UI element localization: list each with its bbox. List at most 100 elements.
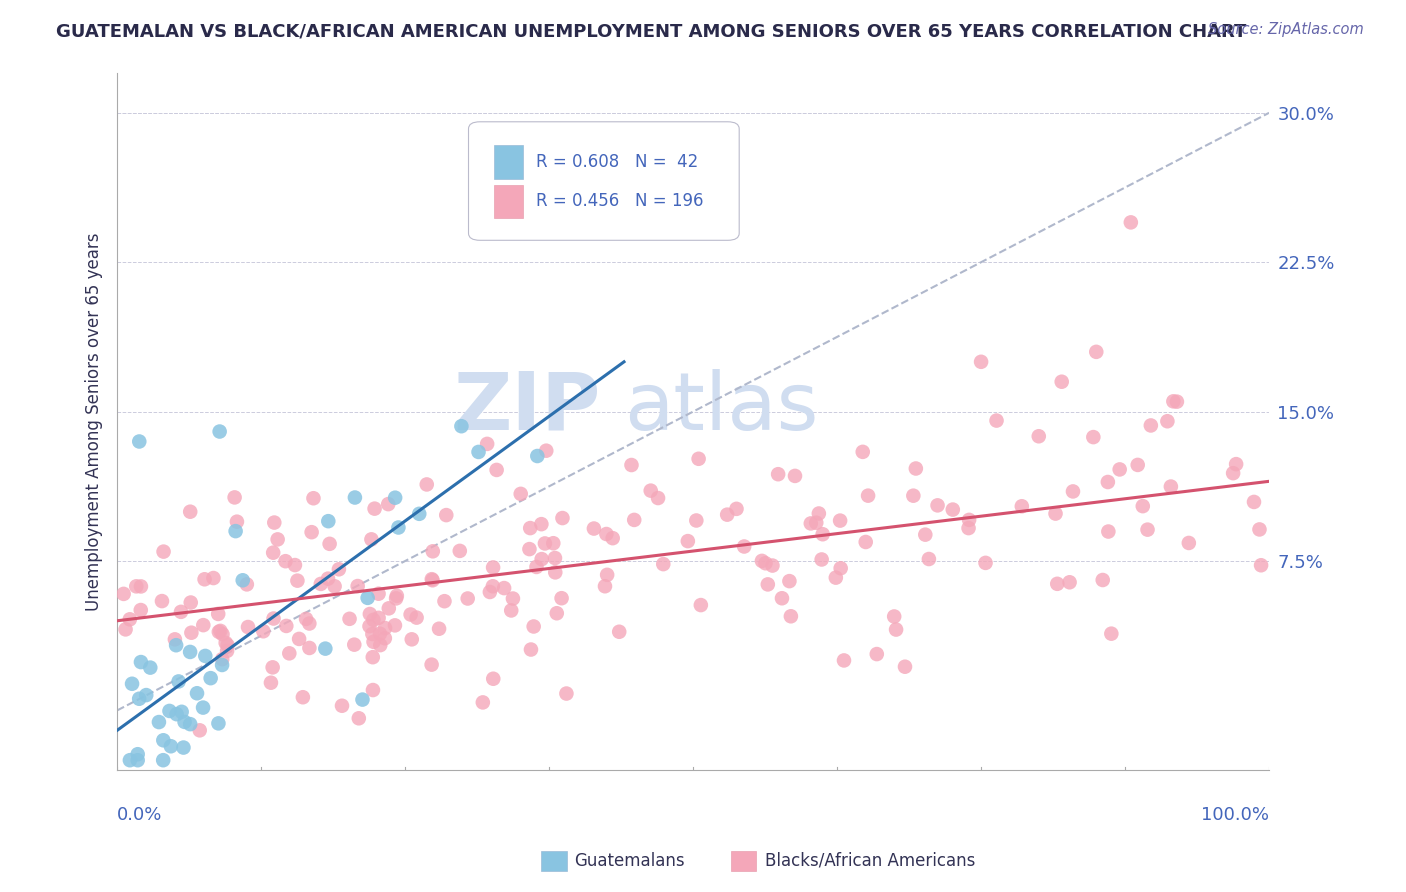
Point xyxy=(830,561,852,575)
Point xyxy=(1119,215,1142,229)
Point xyxy=(330,698,353,713)
Point xyxy=(128,434,150,449)
Point xyxy=(1140,418,1163,433)
Point xyxy=(927,499,949,513)
Point xyxy=(274,554,297,568)
Point xyxy=(167,674,190,689)
Point xyxy=(903,489,925,503)
Point xyxy=(291,690,314,705)
Point xyxy=(374,632,396,646)
Point xyxy=(188,723,211,738)
Point xyxy=(339,612,361,626)
Point xyxy=(1160,479,1182,493)
Point xyxy=(387,520,409,534)
Point xyxy=(1097,524,1119,539)
Point xyxy=(475,437,498,451)
Point xyxy=(526,449,548,463)
Point xyxy=(323,579,346,593)
Point xyxy=(450,419,472,434)
Point xyxy=(217,644,239,658)
Point xyxy=(457,591,479,606)
Point xyxy=(957,521,980,535)
Point xyxy=(1028,429,1050,443)
Point xyxy=(352,692,374,706)
Point xyxy=(316,572,339,586)
Text: Source: ZipAtlas.com: Source: ZipAtlas.com xyxy=(1208,22,1364,37)
Point xyxy=(780,609,803,624)
Point xyxy=(385,591,408,606)
Point xyxy=(129,655,152,669)
Point xyxy=(173,714,195,729)
Point xyxy=(207,607,229,621)
Point xyxy=(852,445,875,459)
Point xyxy=(1250,558,1272,573)
Point xyxy=(170,605,193,619)
Point xyxy=(832,653,855,667)
Point xyxy=(766,467,789,482)
Point xyxy=(1249,523,1271,537)
Point xyxy=(384,618,406,632)
Point xyxy=(284,558,307,572)
Point xyxy=(830,514,852,528)
Point xyxy=(262,546,284,560)
Point xyxy=(1097,475,1119,489)
Text: 100.0%: 100.0% xyxy=(1201,806,1270,824)
Point xyxy=(378,601,401,615)
Point xyxy=(114,623,136,637)
Point xyxy=(1045,507,1067,521)
Point xyxy=(295,612,318,626)
Point xyxy=(215,636,238,650)
Point xyxy=(121,677,143,691)
Point xyxy=(207,716,229,731)
Point xyxy=(420,657,443,672)
Point xyxy=(211,657,233,672)
Point xyxy=(377,497,399,511)
Point xyxy=(288,632,311,646)
Point xyxy=(356,591,378,605)
Point xyxy=(530,517,553,532)
Point xyxy=(689,598,711,612)
Point xyxy=(208,624,231,639)
Point xyxy=(129,603,152,617)
Point xyxy=(385,589,408,603)
Point xyxy=(970,355,993,369)
Point xyxy=(534,536,557,550)
Point xyxy=(150,594,173,608)
Point xyxy=(266,533,288,547)
Point xyxy=(433,594,456,608)
Point xyxy=(343,638,366,652)
Point xyxy=(582,522,605,536)
Point xyxy=(118,612,141,626)
Point xyxy=(652,557,675,571)
Point xyxy=(236,620,259,634)
Point xyxy=(363,613,385,627)
Point xyxy=(596,567,619,582)
Point xyxy=(519,521,541,535)
Bar xyxy=(494,185,523,218)
Point xyxy=(399,607,422,622)
Point xyxy=(485,463,508,477)
Text: R = 0.608   N =  42: R = 0.608 N = 42 xyxy=(537,153,699,171)
Point xyxy=(676,534,699,549)
Point xyxy=(783,469,806,483)
Point xyxy=(986,413,1008,427)
Point xyxy=(401,632,423,647)
Point xyxy=(1225,457,1247,471)
Point xyxy=(211,652,233,666)
Point xyxy=(1166,394,1188,409)
Point xyxy=(544,551,567,566)
Point xyxy=(260,675,283,690)
Point xyxy=(211,627,233,641)
Point xyxy=(884,623,907,637)
Point xyxy=(607,624,630,639)
Point xyxy=(770,591,793,606)
Point xyxy=(191,700,214,714)
Point xyxy=(135,688,157,702)
Point xyxy=(640,483,662,498)
Text: R = 0.456   N = 196: R = 0.456 N = 196 xyxy=(537,193,704,211)
Point xyxy=(367,587,389,601)
Point xyxy=(416,477,439,491)
Point xyxy=(974,556,997,570)
Point xyxy=(252,624,274,639)
Point xyxy=(526,560,548,574)
